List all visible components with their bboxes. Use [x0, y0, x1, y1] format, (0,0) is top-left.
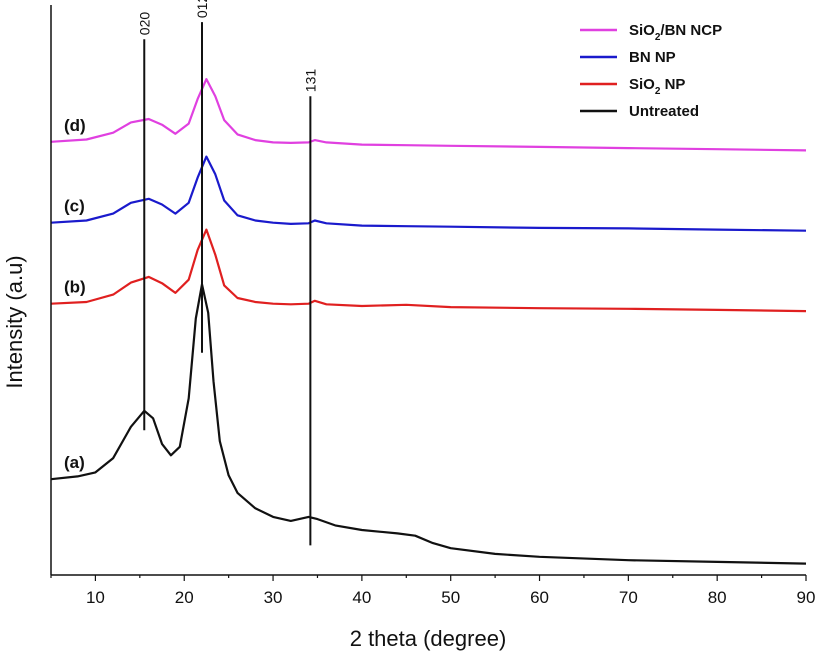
x-tick-label: 80: [708, 588, 727, 607]
series-lines: [50, 78, 807, 565]
peak-label-020: 020: [136, 12, 152, 36]
peak-label-012: 012: [194, 0, 210, 18]
legend-label-2: SiO2 NP: [629, 76, 685, 97]
peak-label-131: 131: [302, 69, 318, 93]
x-tick-label: 90: [797, 588, 816, 607]
x-tick-label: 20: [175, 588, 194, 607]
x-tick-label: 70: [619, 588, 638, 607]
curve-label-3: (a): [64, 453, 85, 472]
x-tick-label: 30: [264, 588, 283, 607]
x-tick-label: 40: [352, 588, 371, 607]
peak-markers: 020 012 131: [136, 0, 318, 546]
curve-label-2: (b): [64, 278, 86, 297]
legend: SiO2/BN NCP BN NP SiO2 NP Untreated: [580, 22, 722, 120]
series-line-0: [50, 78, 807, 152]
x-axis-ticks: 10 20 30 40 50 60 70 80 90: [50, 575, 816, 607]
series-line-3: [50, 283, 807, 565]
x-tick-label: 50: [441, 588, 460, 607]
y-axis-title: Intensity (a.u): [2, 255, 27, 388]
legend-label-3: Untreated: [629, 103, 699, 120]
curve-label-0: (d): [64, 116, 86, 135]
curve-label-1: (c): [64, 197, 85, 216]
legend-label-0: SiO2/BN NCP: [629, 22, 722, 43]
legend-label-1: BN NP: [629, 49, 676, 66]
x-tick-label: 60: [530, 588, 549, 607]
curve-labels: (d) (c) (b) (a): [64, 116, 86, 472]
x-axis-title: 2 theta (degree): [350, 626, 507, 651]
series-line-2: [50, 228, 807, 313]
x-tick-label: 10: [86, 588, 105, 607]
axes: [50, 5, 806, 576]
series-line-1: [50, 155, 807, 232]
